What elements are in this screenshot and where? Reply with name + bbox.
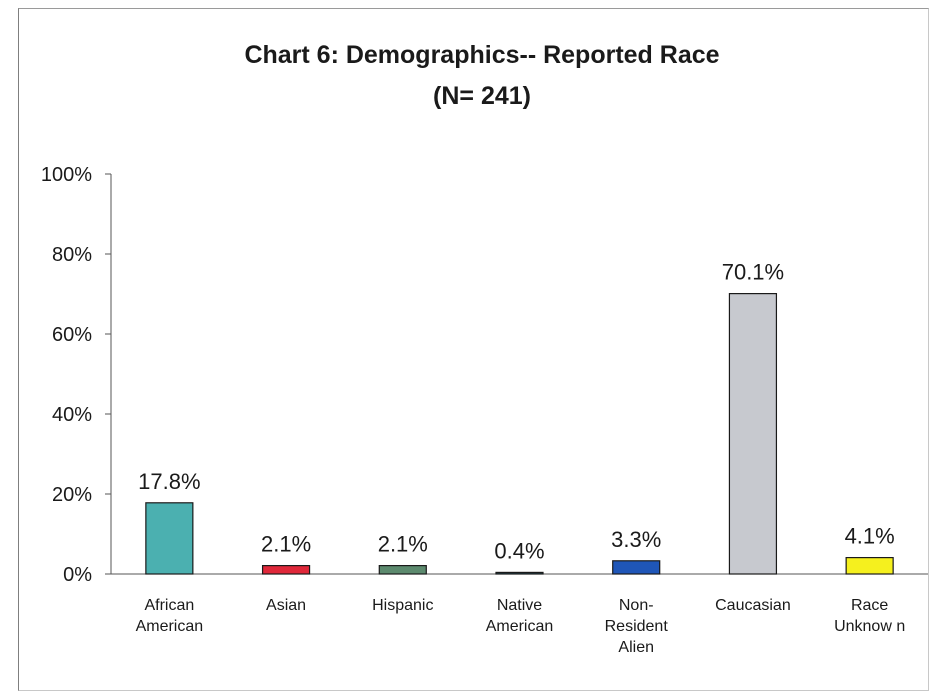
y-tick-label: 0% xyxy=(63,564,92,586)
data-label: 17.8% xyxy=(138,469,200,494)
chart-frame xyxy=(18,8,929,691)
data-label: 2.1% xyxy=(378,532,428,557)
category-label: Caucasian xyxy=(715,597,791,614)
category-label: Non-Resident Alien xyxy=(605,597,669,656)
data-label: 2.1% xyxy=(261,532,311,557)
bar xyxy=(845,556,894,575)
y-tick-label: 60% xyxy=(52,324,92,346)
data-label: 70.1% xyxy=(722,260,784,285)
y-tick-label: 20% xyxy=(52,484,92,506)
chart-title: Chart 6: Demographics-- Reported Race xyxy=(244,41,719,69)
category-label: Native American xyxy=(486,597,554,635)
y-tick-label: 100% xyxy=(41,164,92,186)
category-label: African American xyxy=(136,597,204,635)
bar xyxy=(145,502,194,575)
y-tick-label: 80% xyxy=(52,244,92,266)
bar xyxy=(612,560,661,575)
y-tick-label: 40% xyxy=(52,404,92,426)
chart-subtitle: (N= 241) xyxy=(433,82,531,110)
category-label: Race Unknow n xyxy=(834,597,905,635)
bar xyxy=(728,293,778,575)
data-label: 0.4% xyxy=(494,538,544,563)
data-label: 3.3% xyxy=(611,527,661,552)
category-label: Hispanic xyxy=(372,597,433,614)
data-label: 4.1% xyxy=(845,524,895,549)
bar xyxy=(261,564,311,575)
category-label: Asian xyxy=(266,597,306,614)
bar xyxy=(495,571,544,575)
bar xyxy=(378,564,427,575)
